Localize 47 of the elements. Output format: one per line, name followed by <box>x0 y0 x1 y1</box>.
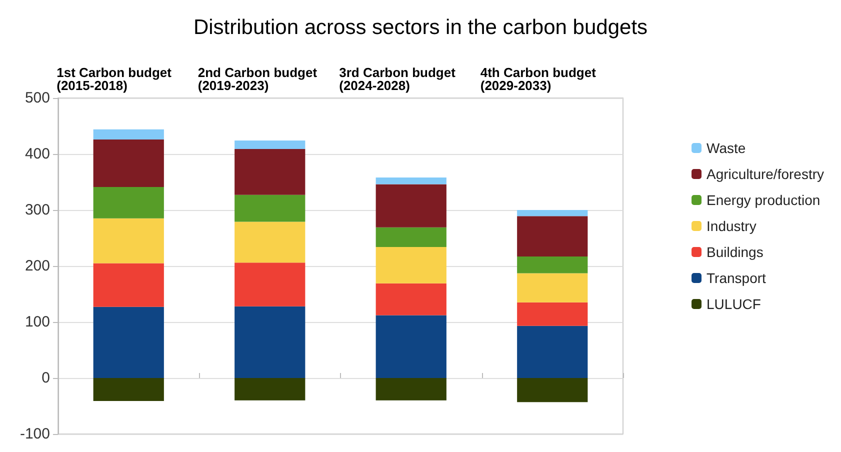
bar <box>93 218 164 264</box>
legend-label: LULUCF <box>706 296 761 312</box>
bar <box>234 222 306 263</box>
legend-label: Buildings <box>706 244 764 260</box>
bar <box>517 273 588 302</box>
bar <box>517 378 588 402</box>
y-tick-label: 300 <box>24 202 50 218</box>
y-tick-label: 100 <box>24 314 50 330</box>
bar <box>376 378 446 400</box>
y-tick-label: 200 <box>24 258 50 274</box>
legend-label: Energy production <box>706 192 820 208</box>
bar <box>376 315 446 378</box>
x-tick-label: 3rd Carbon budget (2024-2028) <box>339 65 456 93</box>
bar <box>376 184 446 228</box>
bar <box>93 187 164 218</box>
bar <box>234 148 306 195</box>
bar <box>517 210 588 216</box>
y-tick-label: -100 <box>20 426 50 442</box>
legend-label: Waste <box>706 140 746 156</box>
bar <box>376 246 446 284</box>
bar <box>234 306 306 378</box>
legend-label: Industry <box>706 218 756 234</box>
bar <box>234 378 306 400</box>
legend-label: Agriculture/forestry <box>706 166 824 182</box>
bar <box>93 378 164 401</box>
bar <box>376 227 446 247</box>
bar <box>376 178 446 184</box>
bar <box>93 139 164 188</box>
legend-label: Transport <box>706 270 766 286</box>
y-tick-label: 500 <box>24 90 50 106</box>
bar <box>234 194 306 222</box>
bar <box>517 326 588 378</box>
bar <box>93 129 164 140</box>
bar <box>376 283 446 316</box>
x-tick-label: 2nd Carbon budget (2019-2023) <box>198 65 318 93</box>
bar <box>234 140 306 149</box>
bar <box>93 263 164 307</box>
x-tick-label: 4th Carbon budget (2029-2033) <box>480 65 597 93</box>
y-tick-label: 0 <box>42 370 50 386</box>
chart-title: Distribution across sectors in the carbon budgets <box>193 16 648 39</box>
bar <box>234 262 306 306</box>
bar <box>517 216 588 256</box>
bar <box>93 306 164 378</box>
y-tick-label: 400 <box>24 146 50 162</box>
bar <box>517 256 588 274</box>
bar <box>517 302 588 326</box>
x-tick-label: 1st Carbon budget (2015-2018) <box>56 65 172 93</box>
